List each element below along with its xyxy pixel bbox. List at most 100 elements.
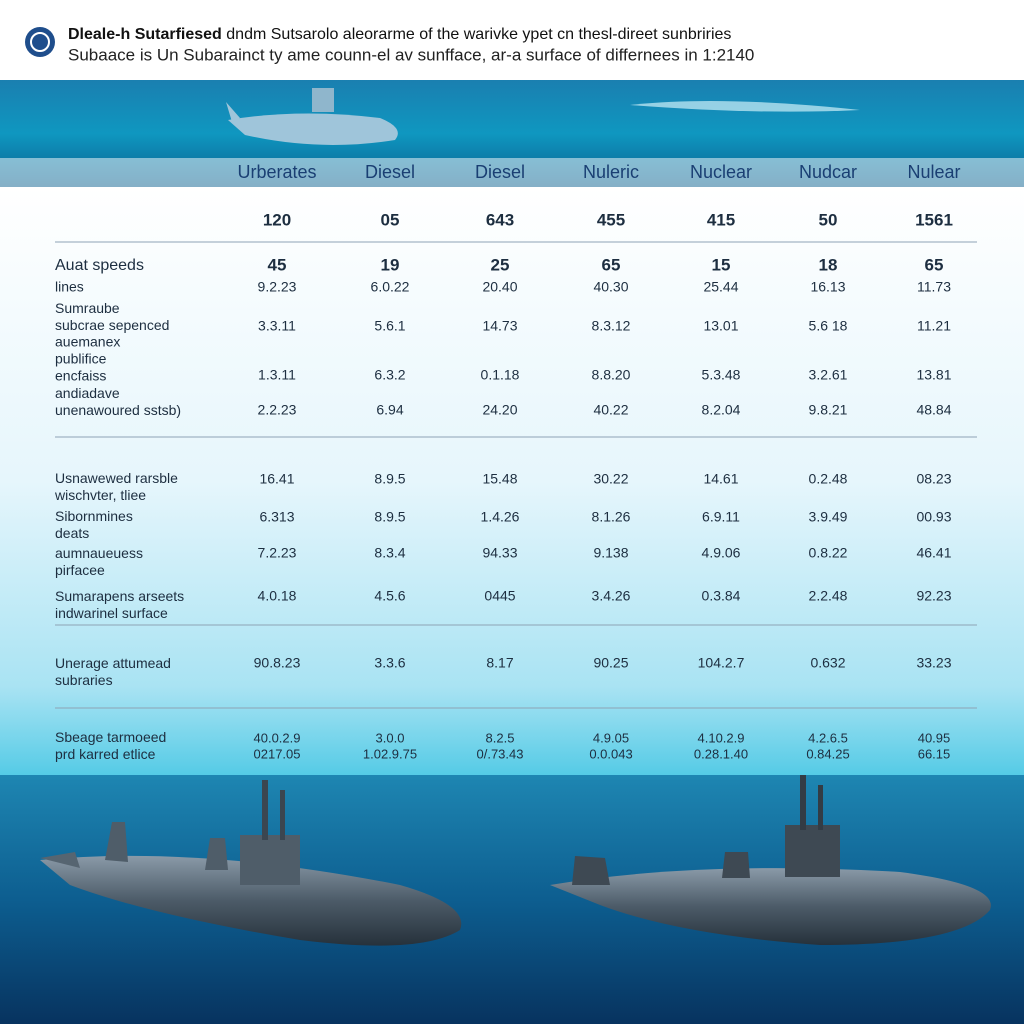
- cell: 643: [486, 210, 514, 229]
- cell: 40.0.2.9: [254, 730, 301, 745]
- cell: 3.3.6: [374, 655, 405, 671]
- cell: 5.6 18: [809, 318, 848, 334]
- cell: 0.2.48: [809, 471, 848, 487]
- cell: 24.20: [482, 402, 517, 418]
- cell: 104.2.7: [698, 655, 745, 671]
- cell: 7.2.23: [258, 545, 297, 561]
- cell: 50: [819, 210, 838, 229]
- cell: 13.81: [916, 367, 951, 383]
- cell: 66.15: [918, 746, 951, 761]
- row-label: Sumarapens arseets: [55, 588, 184, 604]
- row-label: subraries: [55, 672, 113, 688]
- submarine-left: [40, 780, 462, 946]
- cell: 6.94: [376, 402, 403, 418]
- cell: 0.84.25: [806, 746, 849, 761]
- column-header-bg: [0, 158, 1024, 188]
- cell: 3.4.26: [592, 588, 631, 604]
- column-header: Urberates: [237, 162, 316, 182]
- row-label: unenawoured sstsb): [55, 402, 181, 418]
- cell: 5.6.1: [374, 318, 405, 334]
- cell: 4.0.18: [258, 588, 297, 604]
- cell: 19: [381, 255, 400, 274]
- table-bg: [0, 187, 1024, 775]
- cell: 25.44: [703, 279, 738, 295]
- cell: 14.61: [703, 471, 738, 487]
- cell: 6.313: [259, 509, 294, 525]
- column-header: Nuclear: [690, 162, 752, 182]
- cell: 8.9.5: [374, 509, 405, 525]
- cell: 9.138: [593, 545, 628, 561]
- column-header: Nulear: [907, 162, 960, 182]
- cell: 18: [819, 255, 838, 274]
- cell: 3.3.11: [258, 318, 296, 334]
- cell: 455: [597, 210, 625, 229]
- row-label: wischvter, tliee: [54, 487, 146, 503]
- cell: 4.5.6: [374, 588, 405, 604]
- cell: 4.9.06: [702, 545, 741, 561]
- cell: 6.9.11: [702, 509, 740, 525]
- cell: 94.33: [482, 545, 517, 561]
- cell: 0.1.18: [481, 367, 520, 383]
- row-label: prd karred etlice: [55, 746, 156, 762]
- cell: 65: [925, 255, 944, 274]
- cell: 415: [707, 210, 735, 229]
- cell: 3.2.61: [809, 367, 848, 383]
- cell: 16.41: [259, 471, 294, 487]
- cell: 90.25: [593, 655, 628, 671]
- row-label: aumnaueuess: [55, 545, 143, 561]
- title: Dleale-h Sutarfiesed dndm Sutsarolo aleo…: [68, 26, 731, 43]
- row-label: lines: [55, 279, 84, 295]
- column-header: Nudcar: [799, 162, 857, 182]
- cell: 8.1.26: [592, 509, 631, 525]
- cell: 48.84: [916, 402, 951, 418]
- cell: 8.8.20: [592, 367, 631, 383]
- cell: 0.3.84: [702, 588, 741, 604]
- cell: 05: [381, 210, 400, 229]
- cell: 11.21: [917, 318, 951, 334]
- cell: 8.9.5: [374, 471, 405, 487]
- cell: 120: [263, 210, 291, 229]
- cell: 8.3.4: [374, 545, 405, 561]
- cell: 1.3.11: [258, 367, 296, 383]
- cell: 14.73: [482, 318, 517, 334]
- cell: 0217.05: [254, 746, 301, 761]
- submarine-right: [550, 775, 991, 945]
- row-label: indwarinel surface: [55, 605, 168, 621]
- cell: 4.2.6.5: [808, 730, 848, 745]
- cell: 3.0.0: [376, 730, 405, 745]
- cell: 08.23: [916, 471, 951, 487]
- cell: 1.4.26: [481, 509, 520, 525]
- cell: 0/.73.43: [477, 746, 524, 761]
- cell: 6.3.2: [374, 367, 405, 383]
- row-label: Unerage attumead: [55, 655, 171, 671]
- cell: 92.23: [916, 588, 951, 604]
- cell: 4.9.05: [593, 730, 629, 745]
- cell: 11.73: [917, 279, 951, 295]
- logo-ring: [30, 32, 50, 52]
- cell: 90.8.23: [254, 655, 301, 671]
- cell: 30.22: [593, 471, 628, 487]
- cell: 40.22: [593, 402, 628, 418]
- cell: 0.632: [810, 655, 845, 671]
- logo: [25, 27, 55, 57]
- cell: 40.30: [593, 279, 628, 295]
- column-header: Diesel: [475, 162, 525, 182]
- subtitle: Subaace is Un Subarainct ty ame counn-el…: [68, 45, 754, 64]
- cell: 8.2.04: [702, 402, 741, 418]
- cell: 1.02.9.75: [363, 746, 417, 761]
- cell: 6.0.22: [371, 279, 410, 295]
- row-label: Sumraube: [55, 300, 120, 316]
- column-header: Nuleric: [583, 162, 639, 182]
- cell: 2.2.48: [809, 588, 848, 604]
- cell: 0.28.1.40: [694, 746, 748, 761]
- row-label: auemanex: [55, 334, 120, 350]
- row-label: Auat speeds: [55, 257, 144, 274]
- cell: 0.0.043: [589, 746, 632, 761]
- row-label: encfaiss: [55, 368, 106, 384]
- cell: 20.40: [482, 279, 517, 295]
- row-label: subcrae sepenced: [55, 317, 169, 333]
- row-label: Sibornmines: [55, 508, 133, 524]
- cell: 46.41: [916, 545, 951, 561]
- cell: 15: [712, 255, 731, 274]
